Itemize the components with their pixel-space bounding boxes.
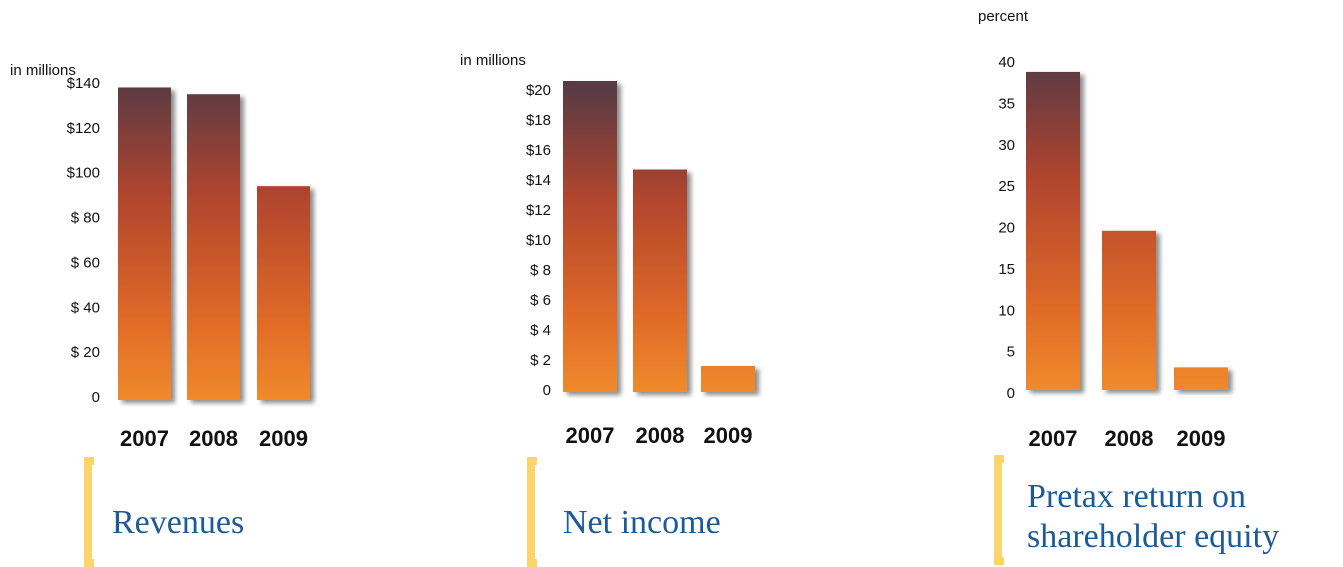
revenues-category-label: 2007 bbox=[120, 426, 169, 451]
pretax-return-category-label: 2008 bbox=[1105, 426, 1154, 451]
revenues-category-label: 2008 bbox=[189, 426, 238, 451]
revenues-ytick-label: $120 bbox=[67, 120, 100, 137]
pretax-return-caption: Pretax return on shareholder equity bbox=[1027, 477, 1279, 557]
net-income-chart-panel: in millions 0 $ 2 $ 4 $ 6 $ 8 $10 $12 $14 $16 $18… bbox=[440, 0, 820, 567]
revenues-ytick-label: $100 bbox=[67, 165, 100, 182]
pretax-return-category-label: 2007 bbox=[1029, 426, 1078, 451]
revenues-caption-bracket bbox=[84, 457, 94, 567]
net-income-category-label: 2009 bbox=[704, 423, 753, 448]
net-income-ytick-label: $16 bbox=[526, 142, 551, 159]
revenues-caption: Revenues bbox=[112, 504, 245, 541]
revenues-ytick-label: $140 bbox=[67, 75, 100, 92]
revenues-bar-2007 bbox=[118, 87, 171, 400]
net-income-ytick-label: $10 bbox=[526, 232, 551, 249]
pretax-return-ytick-label: 20 bbox=[998, 220, 1015, 237]
pretax-return-unit-label: percent bbox=[978, 8, 1029, 25]
net-income-ytick-label: 0 bbox=[543, 382, 551, 399]
pretax-return-ytick-label: 5 bbox=[1007, 344, 1015, 361]
revenues-ytick-label: $ 60 bbox=[71, 254, 100, 271]
net-income-ytick-label: $ 8 bbox=[530, 262, 551, 279]
pretax-return-caption-bracket bbox=[994, 455, 1004, 565]
net-income-bar-2008 bbox=[633, 169, 687, 392]
pretax-return-ytick-label: 25 bbox=[998, 178, 1015, 195]
pretax-return-ytick-label: 10 bbox=[998, 302, 1015, 319]
net-income-ytick-label: $14 bbox=[526, 172, 551, 189]
net-income-ytick-label: $ 2 bbox=[530, 352, 551, 369]
revenues-category-label: 2009 bbox=[259, 426, 308, 451]
revenues-chart-panel: in millions 0 $ 20 $ 40 $ 60 $ 80 $100 $120 $14… bbox=[0, 0, 380, 567]
pretax-return-ytick-label: 35 bbox=[998, 95, 1015, 112]
net-income-caption-bracket bbox=[527, 457, 537, 567]
net-income-category-label: 2007 bbox=[566, 423, 615, 448]
revenues-ytick-label: $ 20 bbox=[71, 344, 100, 361]
net-income-ytick-label: $20 bbox=[526, 82, 551, 99]
pretax-return-chart-panel: percent 0 5 10 15 20 25 30 35 40 2007 2008 2009 Pre… bbox=[900, 0, 1343, 567]
pretax-return-bar-2008 bbox=[1102, 230, 1156, 390]
pretax-return-category-label: 2009 bbox=[1177, 426, 1226, 451]
net-income-ytick-label: $ 6 bbox=[530, 292, 551, 309]
revenues-chart: 0 $ 20 $ 40 $ 60 $ 80 $100 $120 $140 2007 2008 200… bbox=[67, 75, 310, 451]
net-income-bar-2009 bbox=[701, 366, 755, 392]
revenues-bar-2009 bbox=[257, 186, 310, 400]
pretax-return-bar-2007 bbox=[1026, 71, 1080, 391]
pretax-return-ytick-label: 40 bbox=[998, 54, 1015, 71]
revenues-ytick-label: 0 bbox=[92, 389, 100, 406]
revenues-bar-2008 bbox=[187, 94, 240, 400]
net-income-ytick-label: $12 bbox=[526, 202, 551, 219]
net-income-category-label: 2008 bbox=[636, 423, 685, 448]
net-income-ytick-label: $18 bbox=[526, 112, 551, 129]
net-income-chart: 0 $ 2 $ 4 $ 6 $ 8 $10 $12 $14 $16 $18 $20 2007 2008 2… bbox=[526, 81, 755, 448]
net-income-caption: Net income bbox=[563, 504, 721, 541]
pretax-return-chart: 0 5 10 15 20 25 30 35 40 2007 2008 2009 bbox=[998, 54, 1228, 451]
net-income-ytick-label: $ 4 bbox=[530, 322, 551, 339]
net-income-bar-2007 bbox=[563, 81, 617, 392]
pretax-return-caption-line-2: shareholder equity bbox=[1027, 518, 1280, 555]
pretax-return-bar-2009 bbox=[1174, 367, 1228, 390]
net-income-unit-label: in millions bbox=[460, 52, 526, 69]
pretax-return-caption-line-1: Pretax return on bbox=[1027, 478, 1247, 515]
revenues-unit-label: in millions bbox=[10, 62, 76, 79]
revenues-ytick-label: $ 80 bbox=[71, 210, 100, 227]
pretax-return-ytick-label: 15 bbox=[998, 261, 1015, 278]
revenues-ytick-label: $ 40 bbox=[71, 299, 100, 316]
pretax-return-ytick-label: 0 bbox=[1007, 385, 1015, 402]
pretax-return-ytick-label: 30 bbox=[998, 137, 1015, 154]
